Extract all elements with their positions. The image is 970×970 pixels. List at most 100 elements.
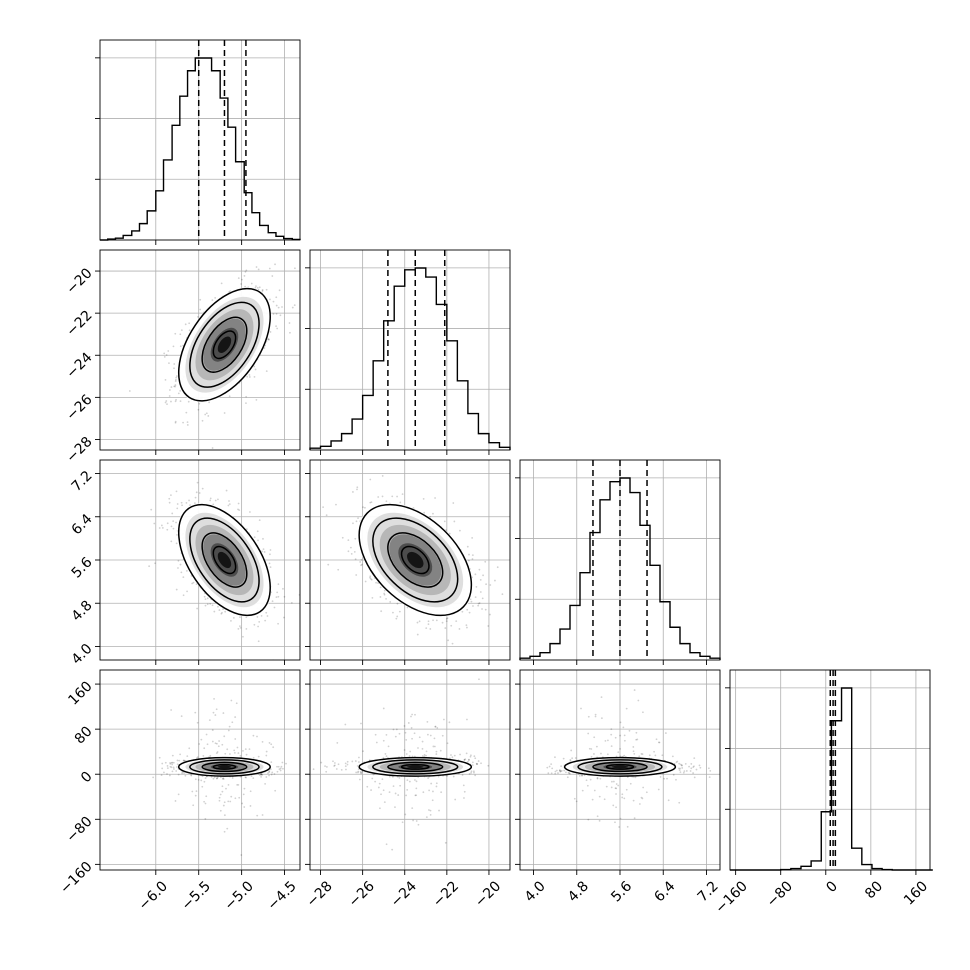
sample-point	[398, 610, 401, 613]
sample-point	[265, 288, 268, 291]
sample-point	[399, 784, 402, 787]
sample-point	[466, 608, 469, 611]
sample-point	[220, 612, 223, 615]
sample-point	[268, 562, 271, 565]
sample-point	[480, 762, 482, 765]
sample-point	[452, 502, 455, 504]
sample-point	[216, 777, 218, 780]
sample-point	[450, 624, 453, 627]
sample-point	[408, 780, 411, 783]
sample-point	[623, 797, 626, 800]
sample-point	[208, 401, 211, 404]
sample-point	[256, 286, 259, 289]
sample-point	[466, 545, 469, 548]
sample-point	[432, 619, 434, 622]
sample-point	[215, 752, 218, 755]
sample-point	[263, 551, 266, 553]
sample-point	[176, 759, 179, 762]
contour-line	[400, 763, 430, 770]
sample-point	[170, 766, 173, 769]
panel-grid	[95, 460, 300, 665]
sample-point	[175, 490, 178, 493]
sample-point	[223, 412, 226, 414]
sample-point	[242, 635, 244, 638]
sample-point	[282, 767, 284, 770]
sample-point	[265, 776, 268, 778]
sample-point	[192, 581, 195, 584]
sample-point	[430, 782, 433, 785]
sample-point	[181, 504, 183, 507]
sample-point	[406, 779, 409, 781]
sample-point	[391, 848, 394, 851]
sample-point	[216, 751, 219, 753]
sample-point	[257, 755, 260, 758]
sample-point	[477, 602, 480, 605]
sample-point	[604, 739, 607, 742]
sample-point	[173, 367, 175, 370]
sample-point	[277, 583, 280, 586]
sample-point	[389, 601, 392, 603]
sample-point	[175, 378, 177, 381]
contour-line	[212, 545, 237, 575]
panel-bg	[310, 250, 510, 450]
sample-point	[221, 743, 224, 746]
sample-point	[415, 787, 418, 790]
sample-point	[461, 774, 464, 776]
histogram-series-1	[309, 267, 511, 450]
sample-point	[355, 574, 358, 576]
sample-point	[271, 771, 274, 774]
sample-point	[245, 528, 248, 531]
sample-point	[212, 711, 215, 714]
sample-point	[197, 778, 200, 781]
sample-point	[221, 790, 224, 793]
sample-point	[471, 558, 474, 560]
sample-point	[435, 785, 438, 788]
sample-point	[261, 550, 263, 553]
sample-point	[268, 770, 271, 772]
sample-point	[245, 753, 248, 756]
sample-point	[392, 785, 395, 788]
sample-point	[276, 765, 278, 768]
sample-point	[242, 793, 245, 796]
sample-point	[596, 777, 599, 780]
sample-point	[382, 739, 385, 742]
axes-frame	[99, 249, 301, 451]
sample-point	[204, 818, 207, 820]
sample-point	[176, 766, 178, 768]
sample-point	[474, 596, 477, 598]
sample-point	[171, 512, 174, 515]
sample-point	[223, 801, 226, 804]
sample-point	[165, 354, 168, 356]
sample-point	[214, 742, 217, 745]
sample-point	[444, 627, 447, 629]
sample-point	[166, 403, 168, 406]
sample-point	[473, 755, 476, 758]
sample-point	[182, 594, 185, 597]
sample-point	[195, 790, 198, 793]
sample-point	[265, 370, 268, 373]
sample-point	[179, 333, 182, 336]
sample-point	[175, 398, 177, 401]
sample-point	[671, 755, 674, 758]
sample-point	[194, 496, 197, 499]
sample-point	[369, 577, 372, 580]
sample-point	[261, 288, 264, 291]
sample-point	[344, 723, 347, 726]
sample-point	[481, 608, 483, 610]
sample-point	[470, 771, 473, 774]
sample-point	[168, 395, 171, 397]
sample-point	[479, 578, 482, 581]
sample-point	[450, 754, 452, 756]
sample-point	[335, 768, 338, 770]
sample-point	[434, 497, 436, 499]
sample-point	[325, 770, 328, 773]
sample-point	[344, 765, 347, 768]
sample-point	[405, 738, 408, 741]
sample-point	[173, 385, 176, 388]
sample-point	[445, 620, 448, 623]
sample-point	[211, 447, 214, 449]
sample-point	[204, 777, 207, 780]
sample-point	[357, 771, 359, 774]
sample-point	[369, 478, 372, 481]
sample-point	[439, 749, 442, 752]
